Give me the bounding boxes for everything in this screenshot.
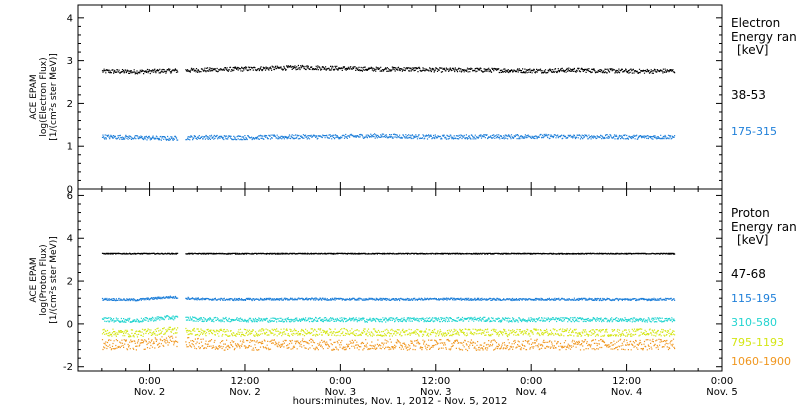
proton-y-axis: -2 0 2 4 6 — [63, 191, 722, 373]
y-tick-label: -2 — [63, 362, 73, 373]
electron-panel-frame — [77, 4, 723, 190]
x-tick-time-label: 0:00 — [329, 376, 351, 387]
electron-ylabel-line3: [1/(cm²s ster MeV)] — [49, 53, 59, 140]
electron-legend-series-1: 38-53 — [731, 88, 766, 102]
proton-data-points — [101, 252, 676, 352]
proton-legend-series-2: 115-195 — [731, 292, 777, 305]
y-tick-label: 0 — [67, 185, 73, 196]
electron-legend: Electron Energy ran [keV] 38-53 175-315 — [731, 16, 797, 138]
x-tick-time-label: 12:00 — [612, 376, 641, 387]
y-tick-label: 4 — [67, 234, 73, 245]
electron-y-axis-title: ACE EPAM log(Electron Flux) [1/(cm²s ste… — [29, 53, 59, 140]
x-tick-time-label: 12:00 — [421, 376, 450, 387]
y-tick-label: 2 — [67, 99, 73, 110]
x-axis-title: hours:minutes, Nov. 1, 2012 - Nov. 5, 20… — [293, 396, 508, 407]
electron-ylabel-line1: ACE EPAM — [29, 74, 39, 119]
x-tick-time-label: 0:00 — [138, 376, 160, 387]
electron-ylabel-line2: log(Electron Flux) — [39, 57, 49, 136]
proton-legend-title: Proton — [731, 206, 770, 220]
x-tick-date-label: Nov. 2 — [229, 387, 260, 398]
series-points-47-68 — [101, 252, 676, 255]
electron-data-points — [101, 64, 676, 141]
x-tick-date-label: Nov. 5 — [706, 387, 737, 398]
electron-y-axis: 0 1 2 3 4 — [67, 13, 722, 196]
proton-legend-series-3: 310-580 — [731, 316, 777, 329]
y-tick-label: 4 — [67, 13, 73, 24]
x-tick-date-label: Nov. 4 — [515, 387, 546, 398]
x-tick-date-label: Nov. 2 — [134, 387, 165, 398]
proton-legend-series-1: 47-68 — [731, 267, 766, 281]
proton-legend-unit: [keV] — [737, 233, 768, 247]
series-points-115-195 — [101, 295, 676, 302]
proton-ylabel-line3: [1/(cm²s ster MeV)] — [49, 236, 59, 323]
electron-legend-title: Electron — [731, 16, 780, 30]
proton-y-axis-title: ACE EPAM log(Proton Flux) [1/(cm²s ster … — [29, 236, 59, 323]
x-tick-time-label: 0:00 — [711, 376, 733, 387]
electron-legend-energy: Energy ran — [731, 30, 797, 44]
y-tick-label: 2 — [67, 277, 73, 288]
y-tick-label: 6 — [67, 191, 73, 202]
y-tick-label: 1 — [67, 142, 73, 153]
x-tick-date-label: Nov. 3 — [420, 387, 451, 398]
y-tick-label: 0 — [67, 319, 73, 330]
proton-legend-series-4: 795-1193 — [731, 336, 784, 349]
x-tick-date-label: Nov. 4 — [611, 387, 642, 398]
series-points-175-315 — [101, 133, 676, 141]
series-points-795-1193 — [101, 326, 676, 338]
proton-legend-series-5: 1060-1900 — [731, 355, 791, 368]
electron-legend-series-2: 175-315 — [731, 125, 777, 138]
proton-ylabel-line2: log(Proton Flux) — [39, 244, 49, 315]
x-tick-time-label: 0:00 — [520, 376, 542, 387]
series-points-38-53 — [101, 64, 676, 75]
x-tick-time-label: 12:00 — [231, 376, 260, 387]
x-tick-date-label: Nov. 3 — [325, 387, 356, 398]
proton-legend-energy: Energy ran — [731, 220, 797, 234]
series-points-310-580 — [101, 315, 676, 323]
proton-ylabel-line1: ACE EPAM — [29, 257, 39, 302]
y-tick-label: 3 — [67, 56, 73, 67]
proton-legend: Proton Energy ran [keV] 47-68 115-195 31… — [731, 206, 797, 368]
series-points-1060-1900 — [101, 335, 676, 352]
proton-panel-frame — [77, 188, 723, 372]
electron-legend-unit: [keV] — [737, 43, 768, 57]
